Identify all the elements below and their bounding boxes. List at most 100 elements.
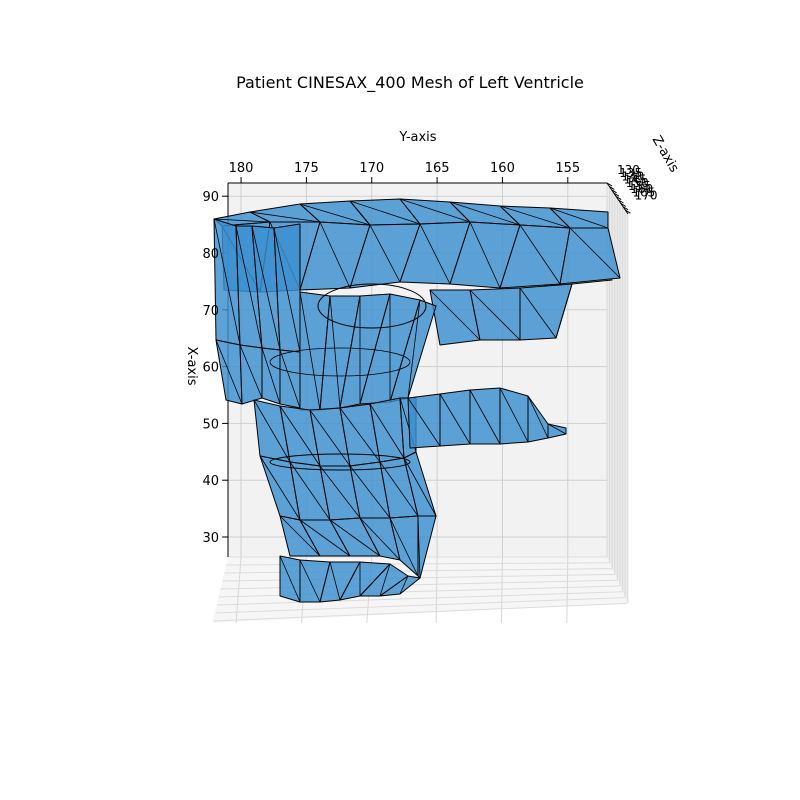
- mesh-edge: [379, 563, 391, 597]
- mesh-edge: [369, 224, 401, 283]
- mesh-edge: [235, 225, 263, 349]
- mesh-face: [439, 389, 471, 447]
- mesh-edge: [569, 227, 621, 279]
- x-axis-label: X-axis: [184, 347, 199, 386]
- grid-line: [217, 591, 623, 606]
- z-tick-label: 135: [619, 166, 642, 180]
- mesh-edge: [279, 515, 321, 557]
- z-tick-mark: [620, 202, 627, 207]
- chart-title: Patient CINESAX_400 Mesh of Left Ventric…: [236, 73, 584, 93]
- mesh-edge: [215, 339, 243, 405]
- x-tick-label: 70: [202, 304, 219, 319]
- y-tick-label: 170: [359, 161, 384, 176]
- mesh-edge: [319, 465, 361, 519]
- mesh-edge: [439, 393, 471, 445]
- mesh-face: [555, 279, 613, 339]
- mesh-edge: [239, 344, 263, 399]
- z-tick-label: 145: [624, 173, 647, 187]
- grid-line: [213, 602, 628, 622]
- mesh-edge: [329, 295, 341, 409]
- mesh-edge: [279, 349, 301, 409]
- mesh-edge: [279, 555, 301, 603]
- mesh-edge: [359, 517, 401, 561]
- z-tick-label: 165: [632, 185, 655, 199]
- mesh-edge: [329, 561, 341, 601]
- mesh-edge: [469, 389, 501, 445]
- mesh-edge: [259, 455, 301, 521]
- z-tick-mark: [625, 209, 631, 214]
- z-tick-mark: [618, 199, 624, 204]
- mesh-edge: [379, 461, 419, 517]
- mesh-edge: [249, 211, 321, 223]
- mesh-edge: [213, 218, 271, 223]
- x-tick-label: 80: [202, 247, 219, 262]
- mesh-edge: [547, 423, 567, 435]
- z-tick-label: 140: [621, 169, 644, 183]
- mesh-ring: [269, 453, 411, 471]
- mesh-edge: [449, 201, 521, 226]
- mesh-edge: [407, 299, 421, 399]
- mesh-edge: [469, 289, 521, 341]
- mesh-edge: [549, 207, 609, 229]
- mesh-edge: [309, 409, 351, 467]
- y-tick-label: 165: [425, 161, 450, 176]
- mesh-edge: [519, 287, 557, 339]
- y-tick-label: 175: [294, 161, 319, 176]
- mesh-edge: [403, 457, 437, 517]
- mesh-edge: [339, 407, 381, 463]
- mesh-edge: [273, 227, 301, 353]
- mesh-edge: [369, 403, 405, 459]
- mesh-edge: [429, 289, 481, 341]
- z-tick-mark: [606, 182, 613, 187]
- z-tick-label: 170: [635, 189, 658, 203]
- mesh-edge: [527, 395, 549, 439]
- x-tick-label: 60: [202, 361, 219, 376]
- mesh-ring: [269, 347, 411, 377]
- mesh-edge: [279, 405, 321, 467]
- y-tick-label: 180: [229, 161, 254, 176]
- mesh-edge: [349, 465, 391, 519]
- mesh-edge: [469, 221, 501, 289]
- z-tick-label: 130: [617, 163, 640, 177]
- z-tick-mark: [615, 196, 622, 201]
- grid-line: [566, 556, 569, 624]
- mesh-edge: [251, 225, 281, 351]
- z-tick-mark: [609, 185, 615, 190]
- mesh-edge: [419, 223, 451, 285]
- z-tick-mark: [611, 189, 617, 194]
- mesh-edge: [329, 519, 381, 557]
- mesh-edge: [499, 387, 529, 443]
- x-tick-label: 30: [202, 531, 219, 546]
- mesh-edge: [261, 347, 281, 405]
- mesh-edge: [407, 397, 441, 447]
- x-tick-label: 50: [202, 417, 219, 432]
- tick-labels: 180 175 170 165 160 1553040506070809013013514…: [202, 161, 657, 546]
- z-tick-label: 150: [626, 176, 649, 190]
- z-tick-mark: [622, 206, 629, 211]
- mesh-edge: [289, 461, 331, 521]
- mesh-edge: [319, 221, 351, 289]
- mesh-edge: [299, 291, 321, 411]
- y-tick-label: 160: [490, 161, 515, 176]
- y-tick-label: 155: [555, 161, 580, 176]
- grid-line: [500, 556, 503, 624]
- mesh-edge: [389, 517, 419, 577]
- mesh-edge: [253, 399, 291, 463]
- mesh-edge: [417, 515, 421, 579]
- z-tick-label: 155: [628, 179, 651, 193]
- mesh-ring: [317, 283, 427, 329]
- mesh-face: [407, 393, 441, 449]
- ventricle-mesh: [213, 198, 621, 603]
- mesh-edge: [499, 205, 571, 229]
- x-tick-label: 90: [202, 190, 219, 205]
- z-tick-label: 160: [630, 182, 653, 196]
- mesh-edge: [213, 218, 241, 346]
- mesh-edge: [349, 200, 421, 225]
- mesh-edge: [299, 203, 371, 226]
- mesh-edge: [519, 224, 561, 285]
- z-axis-label: Z-axis: [649, 133, 682, 175]
- y-axis-label: Y-axis: [398, 130, 436, 145]
- z-axis-line: [606, 182, 629, 215]
